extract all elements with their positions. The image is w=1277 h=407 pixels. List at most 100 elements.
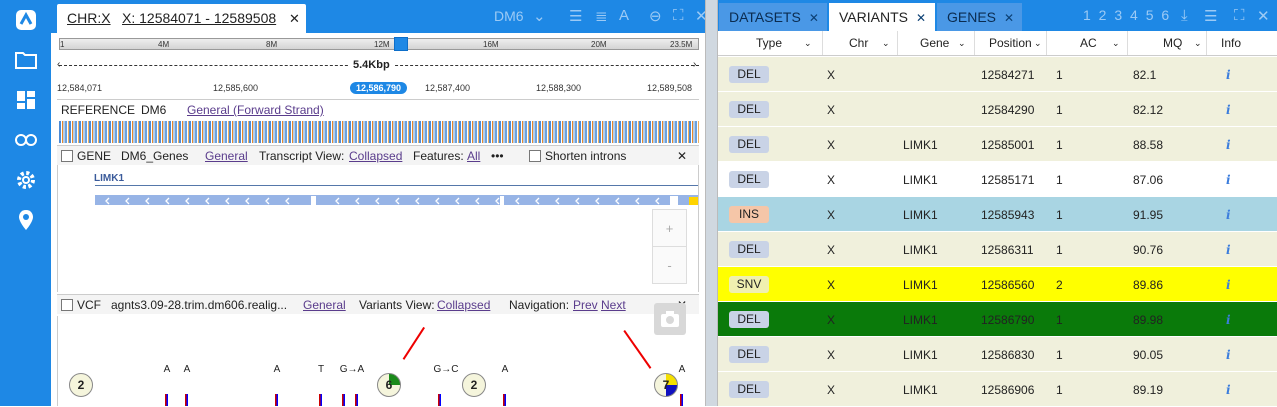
cell-mq: 89.98 — [1133, 313, 1164, 327]
info-icon[interactable]: i — [1226, 103, 1231, 117]
logo-icon[interactable] — [12, 8, 39, 32]
link-icon[interactable] — [12, 128, 39, 152]
next-link[interactable]: Next — [601, 298, 626, 312]
sort-alpha-icon[interactable]: A — [619, 7, 630, 24]
table-row[interactable]: DEL X LIMK1 12585171 1 87.06 i — [718, 162, 1277, 197]
list-numbered-icon[interactable]: ≣ — [595, 8, 608, 25]
info-icon[interactable]: i — [1226, 348, 1231, 362]
shorten-introns-checkbox[interactable] — [529, 149, 541, 163]
chevron-down-icon[interactable]: ⌄ — [804, 38, 812, 48]
vcf-track-checkbox[interactable] — [61, 298, 73, 312]
reference-label: REFERENCE — [61, 103, 136, 117]
zoom-out-button[interactable]: - — [667, 258, 672, 273]
ruler-tick: 12,587,400 — [425, 83, 471, 93]
info-icon[interactable]: i — [1226, 278, 1231, 292]
info-icon[interactable]: i — [1226, 313, 1231, 327]
variant-stem — [680, 394, 683, 406]
close-gene-track-icon[interactable]: ✕ — [677, 149, 688, 163]
close-panel-icon[interactable]: ✕ — [1257, 8, 1270, 25]
chevron-down-icon[interactable]: ⌄ — [882, 38, 890, 48]
table-row[interactable]: DEL X 12584290 1 82.12 i — [718, 92, 1277, 127]
chevron-down-icon[interactable]: ⌄ — [1112, 38, 1120, 48]
gene-track-checkbox[interactable] — [61, 149, 73, 163]
allele-label: T — [317, 364, 325, 375]
zoom-in-button[interactable]: + — [653, 210, 686, 247]
locus-range[interactable]: X: 12584071 - 12589508 — [122, 10, 277, 26]
checklist-icon[interactable]: ☰ — [569, 8, 583, 25]
cell-mq: 88.58 — [1133, 138, 1164, 152]
table-row[interactable]: DEL X LIMK1 12586790 1 89.98 i — [718, 302, 1277, 337]
camera-icon[interactable] — [654, 303, 686, 335]
tab-genes[interactable]: GENES ✕ — [937, 3, 1022, 31]
info-icon[interactable]: i — [1226, 138, 1231, 152]
table-row[interactable]: INS X LIMK1 12585943 1 91.95 i — [718, 197, 1277, 232]
chevron-down-icon[interactable]: ⌄ — [1034, 38, 1042, 48]
variant-type-badge: DEL — [729, 171, 769, 188]
column-header-chr[interactable]: Chr — [849, 36, 869, 50]
variants-view-link[interactable]: Collapsed — [437, 298, 491, 312]
info-icon[interactable]: i — [1226, 173, 1231, 187]
close-tab-icon[interactable]: ✕ — [808, 11, 819, 25]
table-row[interactable]: DEL X LIMK1 12586830 1 90.05 i — [718, 337, 1277, 372]
tab-variants[interactable]: VARIANTS ✕ — [829, 3, 935, 31]
download-icon[interactable]: ⤓ — [1181, 7, 1188, 24]
gene-transcript-bar[interactable] — [95, 195, 698, 206]
table-row[interactable]: DEL X 12584271 1 82.1 i — [718, 57, 1277, 92]
table-row[interactable]: SNV X LIMK1 12586560 2 89.86 i — [718, 267, 1277, 302]
variant-type-badge: DEL — [729, 346, 769, 363]
table-row[interactable]: DEL X LIMK1 12586906 1 89.19 i — [718, 372, 1277, 407]
gene-span-line — [95, 185, 698, 186]
pagination[interactable]: 1 2 3 4 5 6 — [1083, 7, 1172, 23]
chromosome-selection-handle[interactable] — [394, 37, 408, 51]
gear-icon[interactable] — [12, 168, 39, 192]
vcf-general-link[interactable]: General — [303, 298, 346, 312]
menu-icon[interactable]: ☰ — [1204, 8, 1218, 25]
column-header-position[interactable]: Position — [989, 36, 1032, 50]
variant-count-circle[interactable]: 2 — [462, 373, 486, 397]
close-tab-icon[interactable]: ✕ — [915, 11, 927, 25]
shorten-introns-label: Shorten introns — [545, 149, 627, 163]
fullscreen-icon[interactable]: ⛶ — [673, 7, 684, 24]
close-locus-icon[interactable]: ✕ — [289, 11, 300, 26]
cell-gene: LIMK1 — [903, 173, 938, 187]
dashboard-icon[interactable] — [12, 88, 39, 112]
column-header-ac[interactable]: AC — [1080, 36, 1097, 50]
info-icon[interactable]: i — [1226, 208, 1231, 222]
transcript-view-link[interactable]: Collapsed — [349, 149, 403, 163]
chromosome-label[interactable]: CHR:X — [67, 10, 111, 26]
reference-strand-link[interactable]: General (Forward Strand) — [187, 103, 324, 117]
variant-count-circle[interactable]: 2 — [69, 373, 93, 397]
column-header-gene[interactable]: Gene — [920, 36, 950, 50]
table-row[interactable]: DEL X LIMK1 12586311 1 90.76 i — [718, 232, 1277, 267]
genome-selector[interactable]: DM6 — [494, 8, 524, 24]
gene-track-general-link[interactable]: General — [205, 149, 248, 163]
locus-tab[interactable]: CHR:X X: 12584071 - 12589508 ✕ — [57, 4, 306, 33]
genome-browser-panel: CHR:X X: 12584071 - 12589508 ✕ DM6 ⌄ ☰ ≣… — [51, 0, 708, 406]
info-icon[interactable]: i — [1226, 243, 1231, 257]
close-tab-icon[interactable]: ✕ — [1004, 11, 1015, 25]
current-position-badge: 12,586,790 — [350, 82, 408, 94]
variant-count-circle[interactable]: 7 — [654, 373, 678, 397]
tab-datasets[interactable]: DATASETS ✕ — [719, 3, 827, 31]
panel-splitter[interactable] — [705, 0, 718, 406]
variant-count-circle[interactable]: 6 — [377, 373, 401, 397]
fullscreen-icon[interactable]: ⛶ — [1234, 7, 1245, 24]
chevron-down-icon[interactable]: ⌄ — [1194, 38, 1202, 48]
column-header-type[interactable]: Type — [756, 36, 783, 50]
column-header-info[interactable]: Info — [1221, 36, 1242, 50]
features-link[interactable]: All — [467, 149, 481, 163]
chromosome-overview[interactable]: 1 4M 8M 12M 16M 20M 23.5M — [59, 37, 699, 51]
chevron-down-icon[interactable]: ⌄ — [958, 38, 966, 48]
more-options-icon[interactable]: ••• — [491, 149, 504, 163]
prev-link[interactable]: Prev — [573, 298, 598, 312]
location-pin-icon[interactable] — [12, 208, 39, 232]
close-panel-icon[interactable]: ✕ — [695, 8, 708, 25]
chevron-down-icon[interactable]: ⌄ — [533, 8, 546, 25]
minus-circle-icon[interactable]: ⊖ — [649, 8, 662, 25]
info-icon[interactable]: i — [1226, 383, 1231, 397]
column-header-mq[interactable]: MQ — [1163, 36, 1183, 50]
variant-stem — [185, 394, 188, 406]
info-icon[interactable]: i — [1226, 68, 1231, 82]
table-row[interactable]: DEL X LIMK1 12585001 1 88.58 i — [718, 127, 1277, 162]
folder-icon[interactable] — [12, 48, 39, 72]
